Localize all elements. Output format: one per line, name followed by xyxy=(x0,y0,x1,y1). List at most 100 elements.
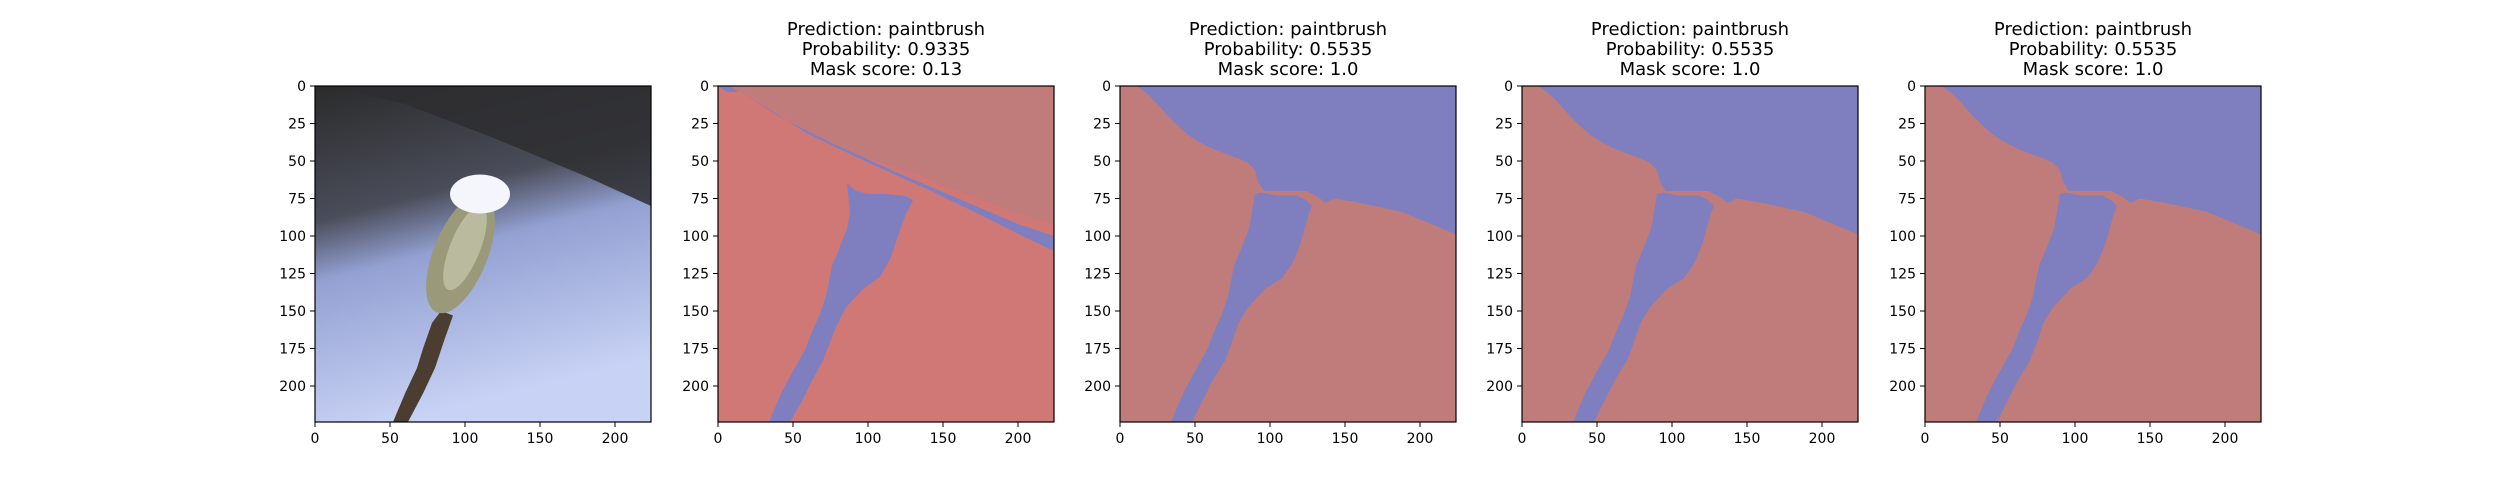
mask-background-region xyxy=(1538,86,1858,235)
y-tick-label: 50 xyxy=(691,154,709,170)
y-tick-label: 200 xyxy=(279,379,306,395)
plot-area xyxy=(1522,86,1858,422)
mask-background-region xyxy=(1941,86,2261,235)
x-tick-label: 150 xyxy=(930,431,957,447)
y-tick-label: 175 xyxy=(279,342,306,358)
photo-bud-highlight xyxy=(443,205,487,291)
mask-corner-sliver xyxy=(718,86,739,92)
axes-frame xyxy=(1119,85,1457,423)
y-tick-label: 125 xyxy=(1084,267,1111,283)
mask-background-region xyxy=(1136,86,1456,235)
y-tick-label: 175 xyxy=(1084,342,1111,358)
x-tick-label: 150 xyxy=(527,431,554,447)
x-tick-label: 100 xyxy=(2062,431,2089,447)
y-tick-label: 125 xyxy=(1486,267,1513,283)
axes-frame xyxy=(717,85,1055,423)
mask-stem-region xyxy=(1976,192,2261,422)
photo-twig xyxy=(393,311,453,422)
panel-title-line-2: Probability: 0.9335 xyxy=(802,39,971,60)
x-tick-label: 0 xyxy=(311,431,320,447)
x-tick-label: 100 xyxy=(1257,431,1284,447)
y-tick-label: 50 xyxy=(288,154,306,170)
y-tick-label: 150 xyxy=(682,304,709,320)
panel-title-line-2: Probability: 0.5535 xyxy=(1606,39,1775,60)
plot-area xyxy=(718,86,1054,422)
photo-snow-cap xyxy=(450,174,510,214)
x-tick-label: 50 xyxy=(1588,431,1606,447)
panel-title-line-3: Mask score: 1.0 xyxy=(1218,59,1359,80)
x-tick-label: 50 xyxy=(1991,431,2009,447)
x-tick-label: 0 xyxy=(1518,431,1527,447)
y-tick-label: 0 xyxy=(700,79,709,95)
x-tick-label: 0 xyxy=(1116,431,1125,447)
y-tick-label: 175 xyxy=(1486,342,1513,358)
y-tick-label: 125 xyxy=(682,267,709,283)
x-tick-label: 150 xyxy=(1332,431,1359,447)
y-tick-label: 150 xyxy=(279,304,306,320)
panel-mask-3: 0 50 100 150 200 0 25 50 75 100 125 150 175 200 Predic… xyxy=(1486,19,1859,447)
y-tick-label: 175 xyxy=(1889,342,1916,358)
panel-title-line-1: Prediction: paintbrush xyxy=(1994,19,2192,40)
y-tick-label: 100 xyxy=(279,229,306,245)
mask-stem-region xyxy=(1171,192,1456,422)
x-tick-label: 150 xyxy=(1734,431,1761,447)
y-tick-label: 150 xyxy=(1889,304,1916,320)
panel-title-line-1: Prediction: paintbrush xyxy=(1591,19,1789,40)
y-tick-label: 0 xyxy=(297,79,306,95)
panel-title-line-1: Prediction: paintbrush xyxy=(1189,19,1387,40)
y-tick-label: 25 xyxy=(288,117,306,133)
axes-frame xyxy=(1924,85,2262,423)
y-tick-label: 50 xyxy=(1093,154,1111,170)
y-tick-label: 75 xyxy=(1898,192,1916,208)
panel-mask-4: 0 50 100 150 200 0 25 50 75 100 125 150 175 200 Predic… xyxy=(1889,19,2262,447)
y-tick-label: 75 xyxy=(1495,192,1513,208)
y-tick-label: 100 xyxy=(1084,229,1111,245)
y-tick-label: 150 xyxy=(1084,304,1111,320)
y-tick-label: 200 xyxy=(1889,379,1916,395)
y-tick-label: 0 xyxy=(1907,79,1916,95)
x-tick-label: 100 xyxy=(855,431,882,447)
x-tick-label: 100 xyxy=(1659,431,1686,447)
y-tick-label: 0 xyxy=(1504,79,1513,95)
x-tick-label: 200 xyxy=(2212,431,2239,447)
panel-mask-2: 0 50 100 150 200 0 25 50 75 100 125 150 175 200 Predic… xyxy=(1084,19,1457,447)
x-tick-label: 0 xyxy=(714,431,723,447)
axes-frame xyxy=(1521,85,1859,423)
y-tick-label: 200 xyxy=(1486,379,1513,395)
x-tick-label: 200 xyxy=(1407,431,1434,447)
x-tick-label: 50 xyxy=(381,431,399,447)
y-tick-label: 200 xyxy=(1084,379,1111,395)
axes-frame xyxy=(314,85,652,423)
x-tick-label: 50 xyxy=(784,431,802,447)
y-tick-label: 25 xyxy=(1495,117,1513,133)
x-tick-label: 50 xyxy=(1186,431,1204,447)
y-tick-label: 25 xyxy=(1898,117,1916,133)
plot-area xyxy=(315,86,651,422)
x-tick-label: 200 xyxy=(1005,431,1032,447)
x-tick-label: 200 xyxy=(1809,431,1836,447)
panel-mask-1: 0 50 100 150 200 0 25 50 75 100 125 150 175 200 Predic… xyxy=(682,19,1055,447)
y-tick-label: 125 xyxy=(279,267,306,283)
mask-diagonal-band xyxy=(733,86,1054,251)
y-tick-label: 75 xyxy=(288,192,306,208)
panel-title-line-3: Mask score: 1.0 xyxy=(1620,59,1761,80)
panel-title-line-2: Probability: 0.5535 xyxy=(1204,39,1373,60)
x-tick-label: 0 xyxy=(1921,431,1930,447)
x-tick-label: 150 xyxy=(2137,431,2164,447)
y-tick-label: 175 xyxy=(682,342,709,358)
y-tick-label: 200 xyxy=(682,379,709,395)
plot-area xyxy=(1925,86,2261,422)
photo-dark-corner xyxy=(315,86,651,206)
panel-title-line-1: Prediction: paintbrush xyxy=(787,19,985,40)
x-tick-label: 100 xyxy=(452,431,479,447)
panel-input-image: 0 50 100 150 200 0 25 50 75 100 125 150 175 200 xyxy=(279,79,652,447)
y-tick-label: 75 xyxy=(691,192,709,208)
y-tick-label: 0 xyxy=(1102,79,1111,95)
panel-title-line-3: Mask score: 0.13 xyxy=(810,59,962,80)
y-tick-label: 150 xyxy=(1486,304,1513,320)
mask-stem-region xyxy=(1573,192,1858,422)
y-tick-label: 100 xyxy=(682,229,709,245)
y-tick-label: 125 xyxy=(1889,267,1916,283)
panel-title-line-3: Mask score: 1.0 xyxy=(2023,59,2164,80)
